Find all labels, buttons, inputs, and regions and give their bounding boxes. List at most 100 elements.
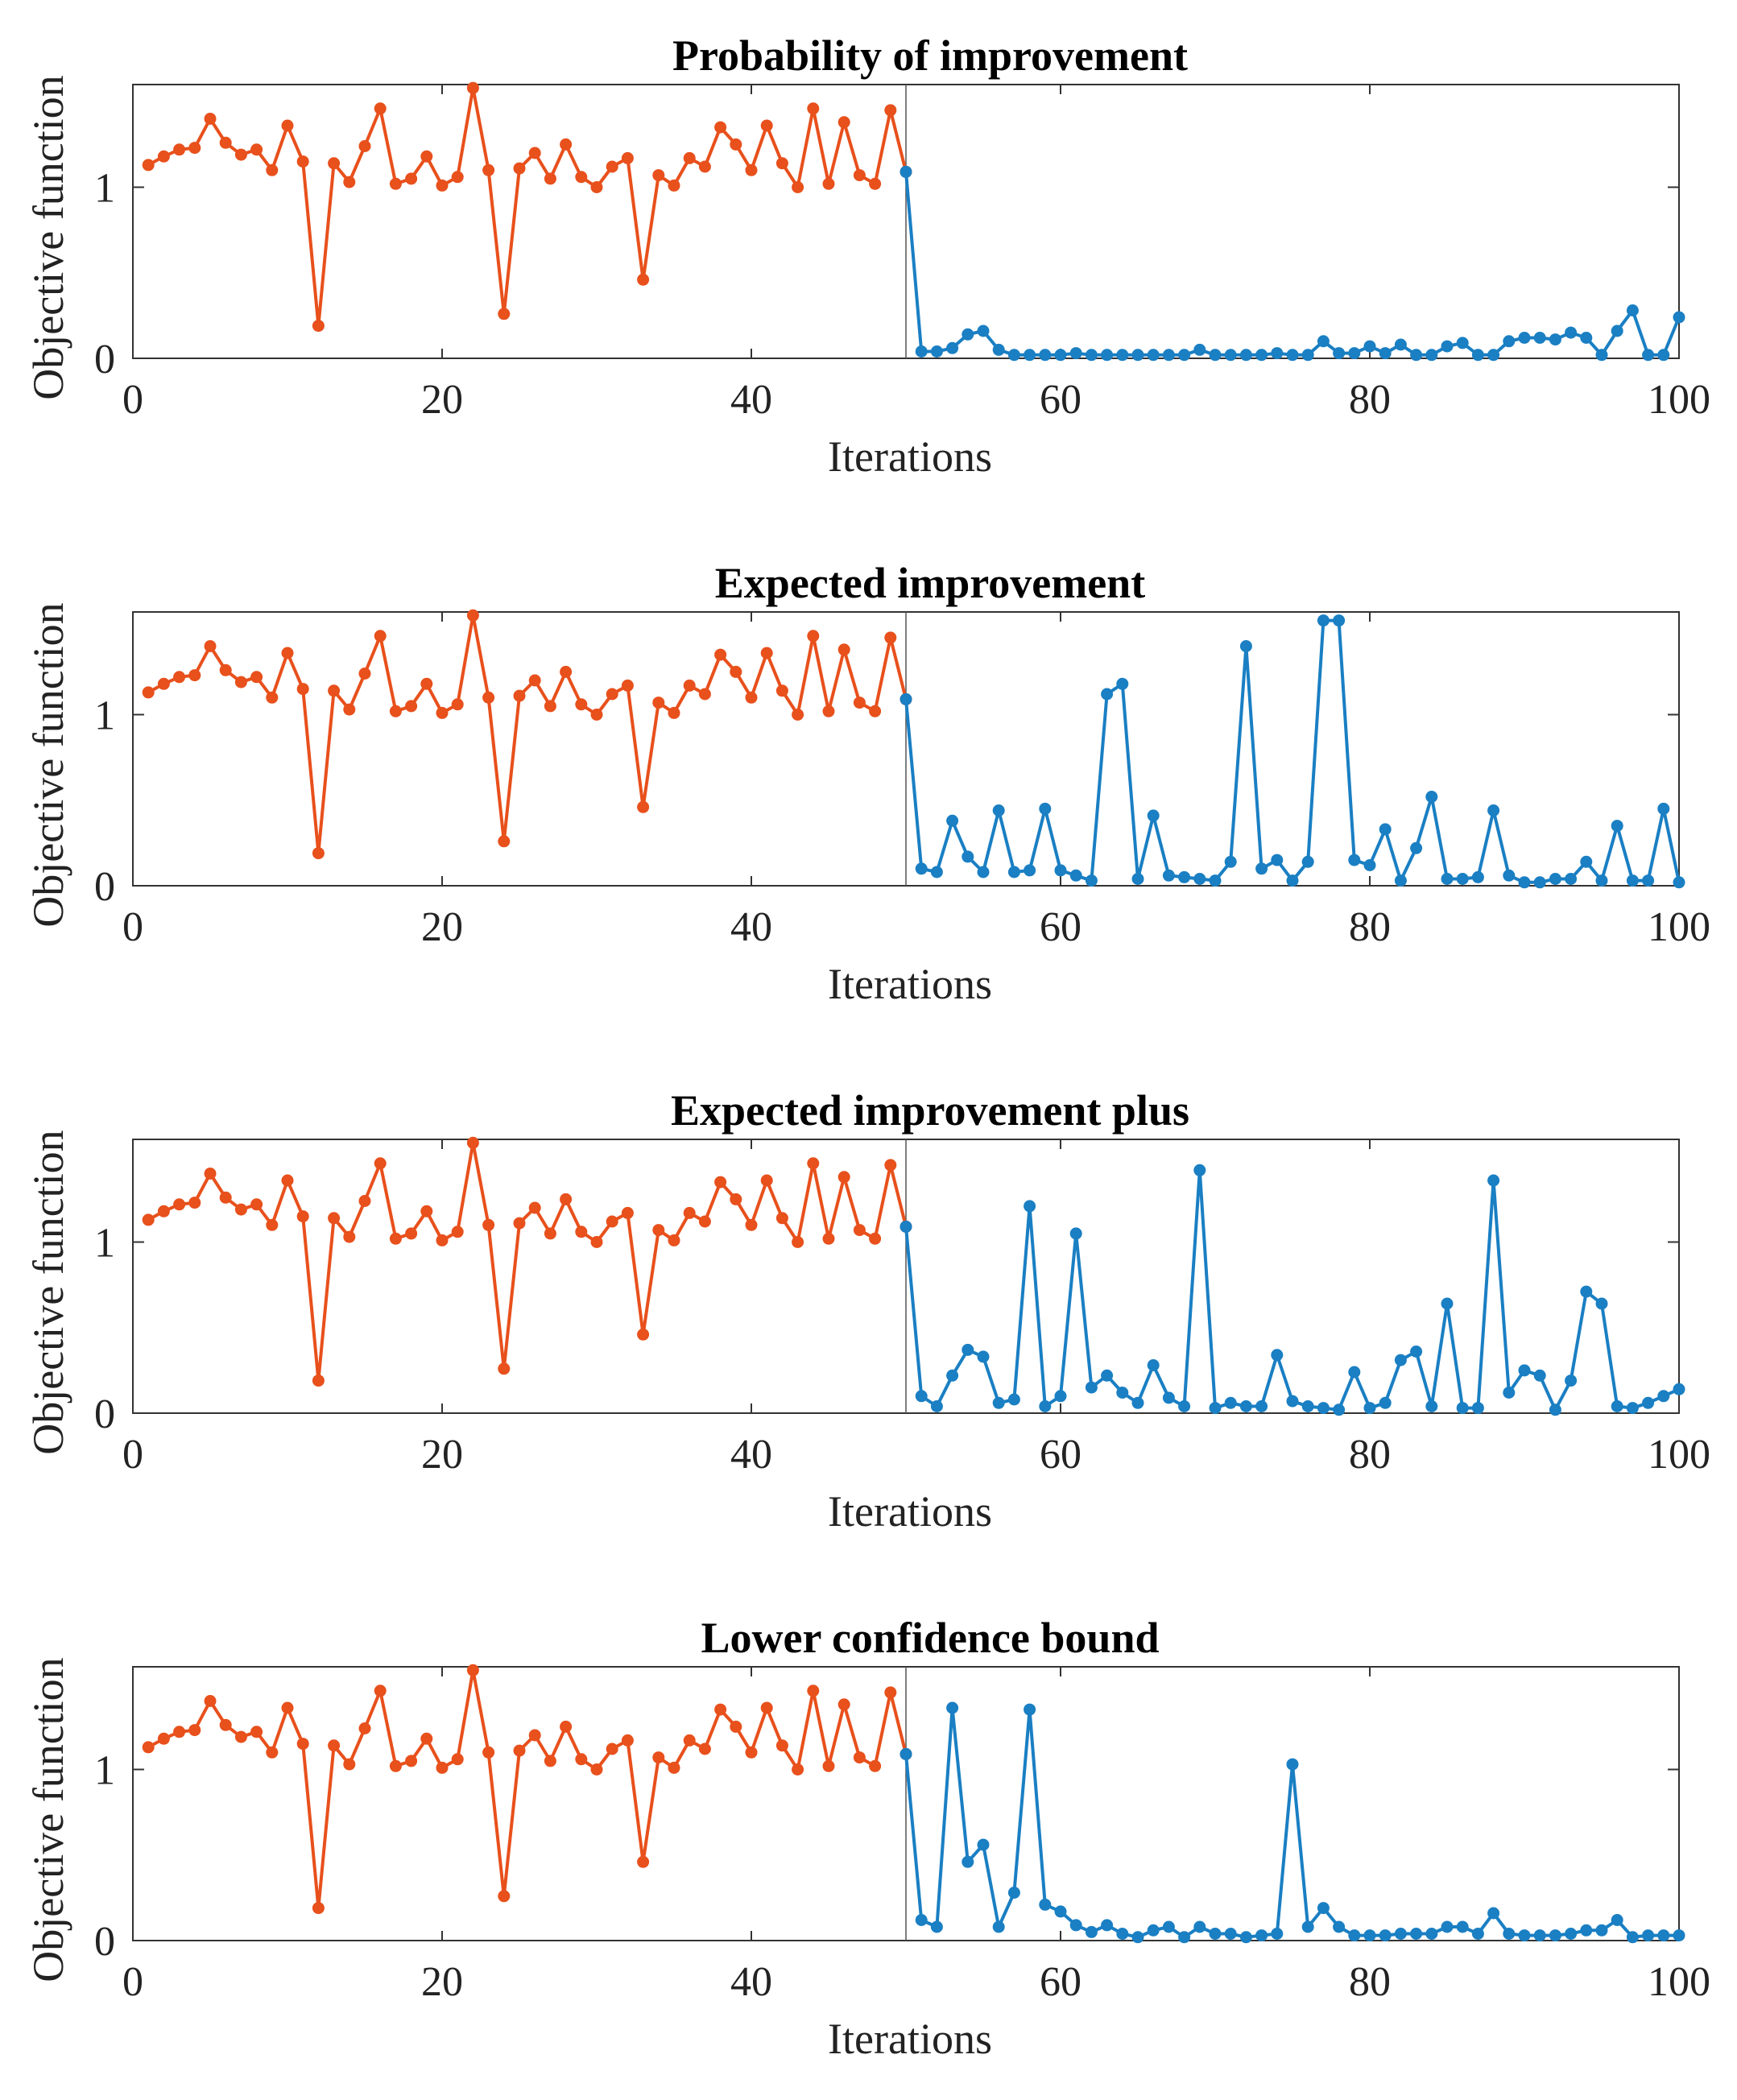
- data-point: [915, 1914, 928, 1926]
- data-point: [1379, 347, 1392, 360]
- series-optimization: [900, 1701, 1685, 1944]
- data-point: [1410, 1928, 1423, 1940]
- data-point: [281, 1174, 294, 1187]
- data-point: [869, 177, 882, 190]
- y-axis-label: Objective function: [24, 1657, 72, 1982]
- data-point: [281, 1701, 294, 1714]
- x-tick-label: 40: [730, 1959, 772, 2005]
- data-point: [1101, 688, 1114, 701]
- data-point: [590, 709, 603, 721]
- data-point: [1178, 1400, 1191, 1412]
- data-point: [1333, 1920, 1346, 1933]
- data-point: [544, 1755, 556, 1767]
- y-axis-label: Objective function: [24, 602, 72, 927]
- data-point: [328, 157, 341, 170]
- data-point: [683, 1734, 696, 1747]
- data-point: [142, 159, 155, 172]
- data-point: [1101, 349, 1114, 362]
- data-point: [1394, 1354, 1407, 1366]
- chart-panel-4: Lower confidence bound 0 20 40 60 80 100 0 1 Iter…: [24, 1614, 1710, 2063]
- data-point: [853, 1751, 866, 1764]
- data-point: [1239, 1931, 1252, 1944]
- data-point: [683, 1206, 696, 1219]
- data-point: [1518, 1364, 1531, 1377]
- data-point: [792, 709, 804, 721]
- data-point: [1147, 1359, 1160, 1371]
- data-point: [436, 1234, 449, 1246]
- data-point: [1054, 1905, 1067, 1918]
- data-point: [157, 150, 170, 163]
- y-tick-label: 1: [94, 166, 115, 212]
- data-point: [992, 1920, 1005, 1933]
- data-point: [977, 1350, 990, 1363]
- data-point: [1054, 349, 1067, 362]
- data-point: [1626, 304, 1639, 316]
- y-axis-label: Objective function: [24, 75, 72, 399]
- data-point: [1286, 349, 1299, 362]
- data-point: [234, 1203, 247, 1216]
- data-point: [142, 686, 155, 699]
- data-point: [296, 1738, 309, 1751]
- data-point: [1348, 347, 1361, 360]
- data-point: [946, 1701, 959, 1714]
- data-point: [1549, 1929, 1561, 1942]
- data-point: [1054, 864, 1067, 877]
- data-point: [946, 1369, 959, 1382]
- data-point: [296, 155, 309, 168]
- y-tick-label: 1: [94, 1221, 115, 1267]
- data-point: [1317, 614, 1330, 627]
- data-point: [837, 643, 850, 656]
- data-point: [451, 1226, 464, 1238]
- data-point: [1209, 349, 1222, 362]
- data-point: [745, 1746, 758, 1759]
- data-point: [1441, 873, 1454, 885]
- data-point: [1503, 1387, 1516, 1399]
- data-point: [1425, 349, 1438, 362]
- data-point: [915, 1390, 928, 1403]
- data-point: [775, 684, 788, 697]
- data-point: [1178, 870, 1191, 883]
- x-tick-label: 20: [421, 904, 463, 950]
- data-point: [1503, 1928, 1516, 1940]
- data-point: [1131, 1931, 1144, 1944]
- chart-panel-1: Probability of improvement 0 20 40 60 80 100 0 1…: [24, 31, 1710, 481]
- data-point: [1333, 614, 1346, 627]
- data-point: [451, 698, 464, 711]
- data-point: [1441, 1920, 1454, 1933]
- data-point: [204, 1168, 217, 1180]
- y-tick-label: 0: [94, 1919, 115, 1965]
- x-tick-label: 0: [122, 377, 143, 423]
- data-point: [312, 320, 325, 333]
- x-tick-label: 80: [1349, 1959, 1391, 2005]
- data-point: [1363, 859, 1376, 871]
- data-point: [1410, 349, 1423, 362]
- data-point: [884, 1159, 897, 1172]
- data-point: [466, 609, 479, 622]
- data-point: [930, 1920, 943, 1933]
- data-point: [528, 147, 541, 159]
- data-point: [173, 1198, 186, 1211]
- data-point: [1317, 1402, 1330, 1415]
- data-point: [266, 691, 279, 704]
- data-point: [884, 104, 897, 117]
- data-point: [1425, 1400, 1438, 1412]
- data-point: [1549, 333, 1561, 346]
- data-point: [1286, 1758, 1299, 1771]
- data-point: [1255, 349, 1268, 362]
- data-point: [1054, 1390, 1067, 1403]
- data-point: [513, 162, 526, 175]
- data-point: [822, 1759, 835, 1772]
- data-point: [173, 671, 186, 684]
- data-point: [621, 151, 634, 164]
- data-point: [884, 1686, 897, 1699]
- data-point: [482, 1218, 495, 1231]
- data-point: [1518, 876, 1531, 889]
- x-tick-label: 0: [122, 1432, 143, 1478]
- data-point: [915, 862, 928, 875]
- data-point: [1503, 335, 1516, 348]
- data-point: [1626, 1931, 1639, 1944]
- data-point: [482, 163, 495, 176]
- data-point: [466, 1136, 479, 1149]
- data-point: [1255, 1929, 1268, 1942]
- data-point: [498, 835, 511, 848]
